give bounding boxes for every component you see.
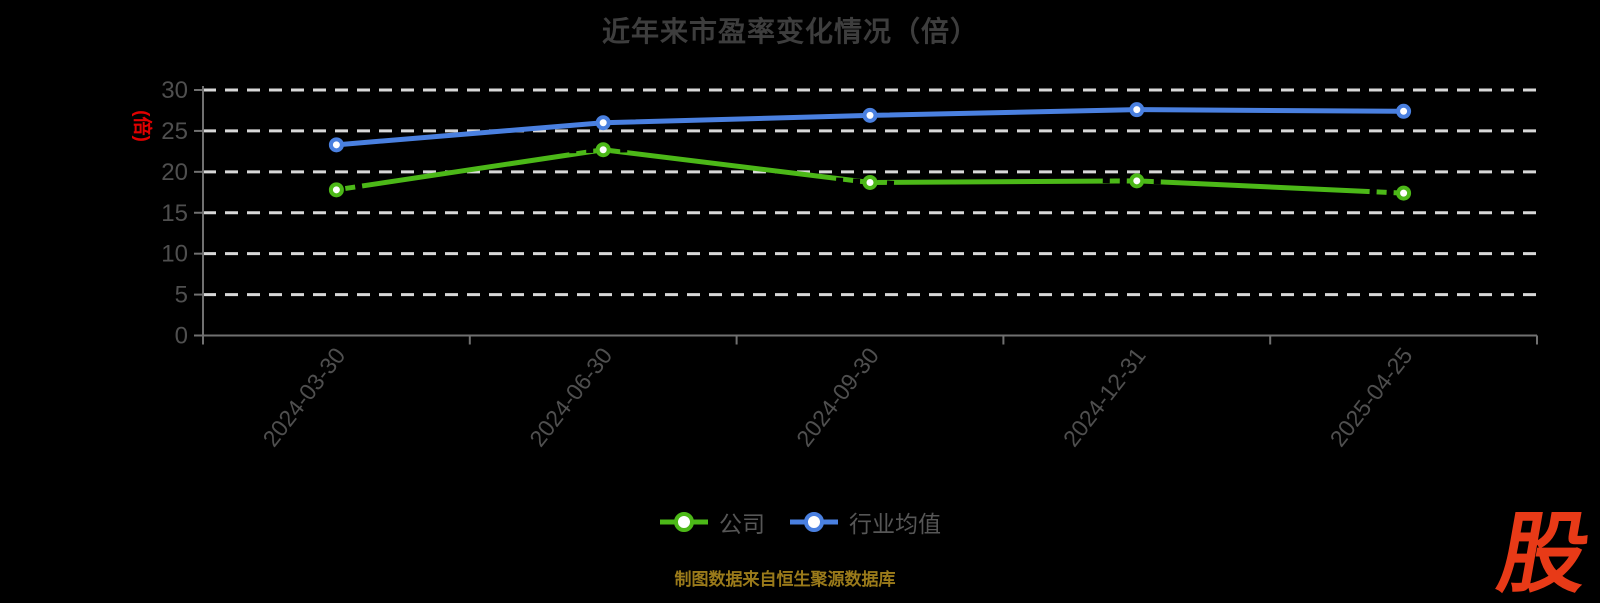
legend-label-company: 公司 bbox=[719, 511, 765, 537]
svg-text:15: 15 bbox=[161, 200, 188, 227]
legend: 公司 行业均值 bbox=[0, 505, 1600, 539]
svg-text:2025-04-25: 2025-04-25 bbox=[1325, 343, 1418, 452]
legend-item-industry-average[interactable]: 行业均值 bbox=[789, 505, 941, 539]
svg-text:10: 10 bbox=[161, 241, 188, 268]
chart-title: 近年来市盈率变化情况（倍） bbox=[601, 16, 979, 47]
company-series-marker-icon bbox=[660, 512, 708, 532]
legend-item-company[interactable]: 公司 bbox=[659, 505, 765, 539]
data-source-note: 制图数据来自恒生聚源数据库 bbox=[674, 570, 896, 589]
svg-text:25: 25 bbox=[161, 118, 188, 145]
svg-text:2024-12-31: 2024-12-31 bbox=[1058, 343, 1151, 452]
svg-text:(倍): (倍) bbox=[131, 110, 154, 142]
industry-average-series-marker-icon bbox=[790, 512, 838, 532]
svg-text:5: 5 bbox=[175, 282, 188, 309]
logo-gu: 股 bbox=[1491, 504, 1597, 603]
svg-text:2024-06-30: 2024-06-30 bbox=[524, 343, 617, 452]
svg-text:20: 20 bbox=[161, 159, 188, 186]
svg-text:30: 30 bbox=[161, 77, 188, 104]
svg-text:2024-03-30: 2024-03-30 bbox=[257, 343, 350, 452]
legend-label-industry-average: 行业均值 bbox=[849, 511, 941, 537]
svg-text:0: 0 bbox=[175, 323, 188, 350]
svg-text:2024-09-30: 2024-09-30 bbox=[791, 343, 884, 452]
